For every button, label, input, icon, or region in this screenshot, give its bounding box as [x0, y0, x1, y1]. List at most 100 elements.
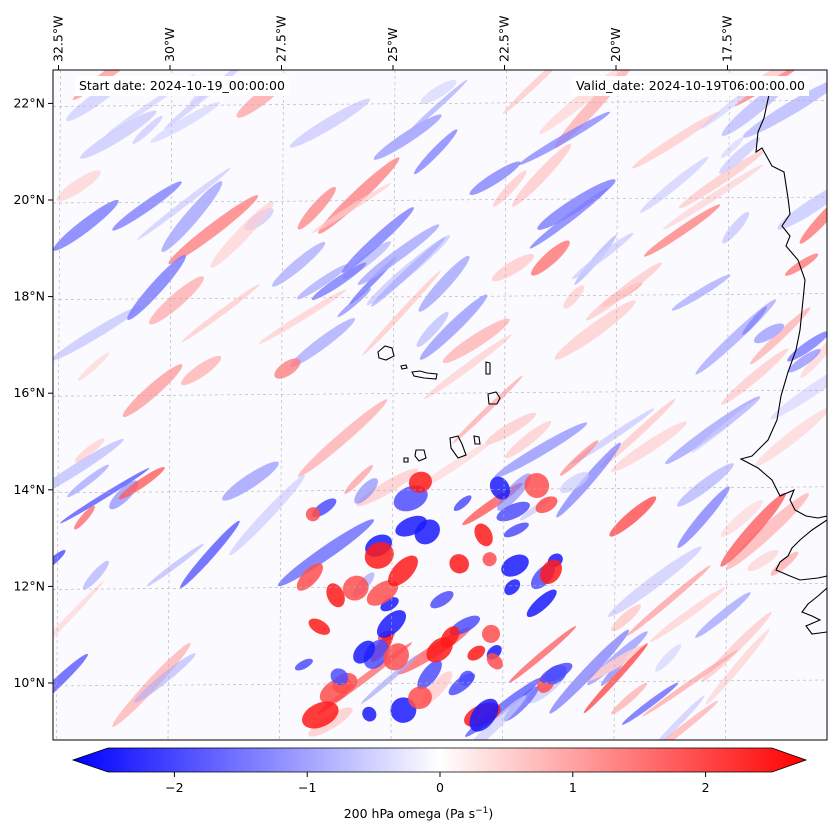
omega-cell [414, 519, 440, 545]
omega-cell [486, 653, 503, 670]
omega-streak [361, 654, 418, 704]
island-brava [403, 457, 409, 463]
omega-cell [366, 580, 399, 606]
omega-streak [705, 628, 770, 705]
lon-tick-label: 22.5°W [497, 16, 512, 62]
omega-streak [210, 201, 274, 268]
island-santiago [449, 435, 467, 459]
omega-streak [311, 183, 391, 234]
lon-gridline [56, 70, 61, 740]
omega-streak [497, 473, 532, 511]
island-boa-vista [487, 391, 501, 405]
colorbar-ticks: −2 −1 0 1 2 [165, 772, 710, 795]
omega-cell [489, 476, 511, 500]
colorbar-tick-label: 2 [702, 780, 710, 795]
omega-streak [53, 653, 88, 720]
omega-streak [134, 653, 196, 703]
omega-streak [416, 311, 449, 348]
lon-gridline [167, 70, 173, 740]
omega-streak [742, 306, 767, 336]
omega-cell [501, 554, 529, 577]
omega-streak [311, 262, 367, 301]
omega-streak [502, 70, 574, 115]
lon-tick-label: 30°W [162, 27, 177, 62]
omega-streak [788, 348, 821, 373]
omega-cell [326, 583, 345, 608]
omega-streak [418, 255, 470, 312]
omega-streak [168, 195, 259, 265]
omega-streak [181, 284, 260, 342]
omega-streak [785, 253, 819, 276]
omega-cell [408, 686, 432, 710]
omega-field [53, 70, 827, 740]
omega-streak [800, 328, 827, 379]
omega-streak [112, 181, 182, 231]
omega-streak [492, 170, 527, 207]
omega-streak [53, 580, 105, 665]
lat-tick-label: 10°N [13, 675, 45, 690]
omega-streak [460, 695, 527, 740]
omega-streak [556, 442, 621, 518]
colorbar-title: 200 hPa omega (Pa s−1) [0, 806, 837, 821]
omega-streak [677, 463, 734, 507]
omega-streak [161, 181, 223, 252]
omega-streak [296, 264, 349, 300]
omega-cell [482, 552, 497, 567]
omega-streak [494, 422, 588, 478]
omega-streak [67, 464, 110, 498]
lat-tick-label: 20°N [13, 192, 45, 207]
omega-streak [74, 505, 95, 530]
lon-gridline [502, 70, 507, 740]
omega-streak [77, 352, 110, 381]
omega-streak [337, 288, 372, 318]
omega-cell [301, 701, 339, 729]
omega-cell [453, 495, 472, 512]
omega-cell [408, 471, 432, 493]
colorbar-title-exponent: −1 [475, 806, 489, 816]
omega-streak [720, 500, 763, 537]
map-panel [53, 70, 827, 740]
colorbar-title-main: 200 hPa omega (Pa s [343, 806, 476, 822]
omega-streak [671, 274, 731, 311]
omega-streak [357, 224, 440, 286]
omega-cell [383, 643, 409, 671]
omega-streak [297, 399, 388, 477]
omega-streak [442, 318, 510, 364]
omega-cell [539, 559, 563, 584]
omega-cell [305, 507, 321, 522]
omega-streak [587, 644, 648, 681]
colorbar-title-end: ) [488, 806, 494, 822]
omega-streak [655, 644, 682, 672]
lon-tick-label: 32.5°W [51, 16, 66, 62]
omega-streak [753, 323, 785, 344]
omega-cell [364, 542, 394, 569]
omega-streak [414, 129, 458, 175]
lat-tick-label: 16°N [13, 385, 45, 400]
colorbar-tick-label: −1 [298, 780, 316, 795]
omega-streak [643, 204, 721, 257]
omega-streak [726, 493, 809, 570]
latitude-ticks: 22°N 20°N 18°N 16°N 14°N 12°N 10°N [13, 95, 53, 690]
island-sal [485, 361, 491, 375]
omega-streak [777, 181, 827, 230]
lat-tick-label: 18°N [13, 289, 45, 304]
omega-streak [664, 396, 761, 465]
omega-cell [503, 522, 529, 538]
lon-tick-label: 17.5°W [720, 16, 735, 62]
map-frame [52, 69, 828, 741]
omega-streak [747, 549, 779, 572]
lon-gridline [390, 70, 396, 740]
omega-streak [770, 551, 799, 576]
colorbar-tick-label: −2 [165, 780, 183, 795]
omega-streak [469, 161, 521, 195]
colorbar-tick-label: 1 [569, 780, 577, 795]
omega-streak [799, 191, 827, 244]
colorbar-body [71, 747, 808, 773]
omega-cell [526, 589, 557, 618]
omega-streak [770, 359, 827, 420]
omega-streak [720, 492, 786, 567]
omega-streak [512, 143, 572, 207]
omega-cell [467, 645, 486, 661]
omega-streak [80, 110, 157, 159]
omega-streak [258, 289, 347, 344]
